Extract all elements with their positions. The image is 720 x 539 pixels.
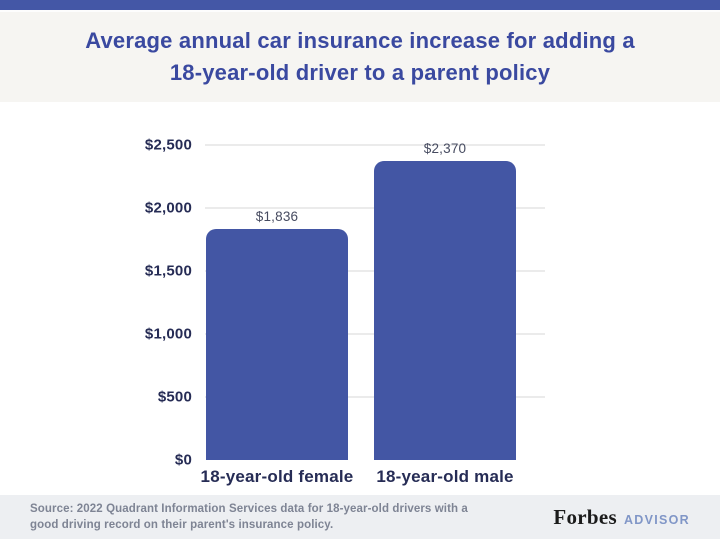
gridline-2500: [205, 144, 545, 146]
source-line1: Source: 2022 Quadrant Information Servic…: [30, 503, 468, 515]
bar-18-year-old-male: [374, 161, 516, 460]
y-tick-label-2500: $2,500: [144, 136, 192, 154]
chart-header: Average annual car insurance increase fo…: [0, 12, 720, 102]
chart-title-line1: Average annual car insurance increase fo…: [85, 28, 635, 53]
chart-title-line2: 18-year-old driver to a parent policy: [169, 60, 551, 85]
y-tick-label-1500: $1,500: [144, 262, 192, 280]
chart-title: Average annual car insurance increase fo…: [85, 25, 635, 89]
y-tick-label-0: $0: [174, 451, 192, 469]
advisor-wordmark: ADVISOR: [623, 512, 690, 527]
chart-footer: Source: 2022 Quadrant Information Servic…: [0, 495, 720, 539]
top-accent-bar: [0, 0, 720, 12]
y-tick-label-500: $500: [157, 388, 192, 406]
source-line2: good driving record on their parent's in…: [30, 519, 334, 531]
bar-value-label: $1,836: [255, 209, 299, 224]
forbes-wordmark: Forbes: [553, 504, 617, 529]
bar-value-label: $2,370: [423, 141, 467, 156]
x-axis-label: 18-year-old female: [200, 467, 354, 486]
x-axis-label: 18-year-old male: [376, 467, 514, 486]
bar-18-year-old-female: [206, 229, 348, 460]
forbes-advisor-logo: Forbes ADVISOR: [553, 505, 690, 530]
y-tick-label-2000: $2,000: [144, 199, 192, 217]
source-note: Source: 2022 Quadrant Information Servic…: [30, 501, 468, 533]
bar-chart: $0 $500 $1,000 $1,500 $2,000 $2,500 $1,836 18-y…: [0, 102, 720, 495]
y-tick-label-1000: $1,000: [144, 325, 192, 343]
